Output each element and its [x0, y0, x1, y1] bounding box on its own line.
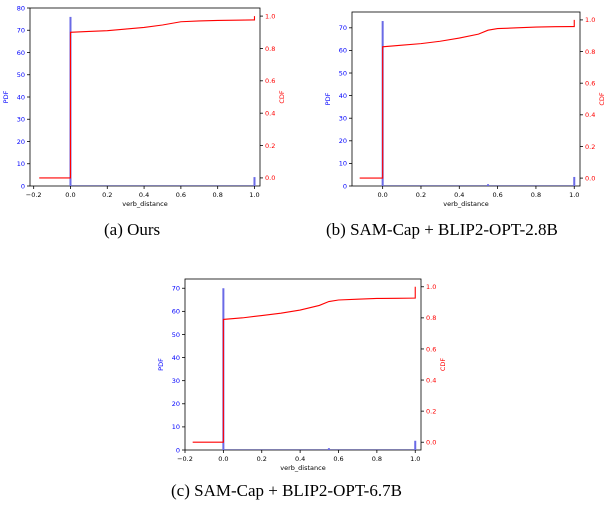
- x-tick-label: 0.2: [416, 191, 426, 199]
- y-right-tick-label: 0.8: [585, 48, 595, 56]
- y-left-tick-label: 10: [339, 160, 347, 168]
- chart-panel-a: −0.2 0.0 0.2 0.4 0.6 0.8 1.0 verb_distance 0 10 20…: [0, 0, 300, 220]
- x-tick-label: 0.8: [531, 191, 541, 199]
- x-tick-label: 0.6: [176, 191, 186, 199]
- x-axis-label: verb_distance: [443, 200, 488, 208]
- plot-frame: [351, 11, 581, 187]
- chart-a: −0.2 0.0 0.2 0.4 0.6 0.8 1.0 verb_distance 0 10 20…: [2, 4, 286, 208]
- y-right-axis-label: CDF: [439, 358, 447, 372]
- y-left-tick-label: 0: [21, 182, 25, 190]
- y-left-tick-label: 50: [172, 331, 180, 339]
- y-left-axis-label: PDF: [2, 90, 10, 103]
- y-left-tick-label: 30: [172, 377, 180, 385]
- cdf-line: [359, 19, 575, 179]
- y-left-tick-label: 70: [172, 285, 180, 293]
- x-tick-label: 0.0: [377, 191, 387, 199]
- y-left-tick-label: 30: [17, 116, 25, 124]
- y-right-tick-label: 0.4: [585, 111, 595, 119]
- y-left-tick-label: 10: [172, 423, 180, 431]
- y-right-tick-label: 0.2: [265, 142, 275, 150]
- x-tick-label: −0.2: [26, 191, 42, 199]
- y-left-tick-label: 20: [17, 138, 25, 146]
- y-left-tick-label: 80: [17, 4, 25, 12]
- caption-a: (a) Ours: [104, 220, 161, 239]
- cdf-line: [192, 286, 416, 443]
- x-tick-label: 1.0: [569, 191, 579, 199]
- chart-panel-c: −0.2 0.0 0.2 0.4 0.6 0.8 1.0 verb_distance 0 10 20…: [155, 270, 465, 475]
- y-right-tick-label: 0.8: [426, 314, 436, 322]
- y-left-axis-label: PDF: [157, 358, 165, 371]
- y-left-tick-label: 60: [172, 308, 180, 316]
- x-tick-label: 0.2: [102, 191, 112, 199]
- y-left-tick-label: 20: [339, 137, 347, 145]
- y-left-tick-label: 70: [339, 24, 347, 32]
- chart-panel-b: 0.0 0.2 0.4 0.6 0.8 1.0 verb_distance 0 10 20 30 40…: [318, 0, 615, 220]
- y-left-axis-label: PDF: [324, 92, 332, 105]
- chart-c: −0.2 0.0 0.2 0.4 0.6 0.8 1.0 verb_distance 0 10 20…: [157, 278, 447, 472]
- pdf-bar: [414, 440, 417, 450]
- x-axis-label: verb_distance: [280, 464, 325, 472]
- pdf-bar: [253, 177, 256, 186]
- plot-frame: [29, 7, 261, 187]
- plot-frame: [184, 278, 422, 451]
- x-tick-label: 0.8: [372, 455, 382, 463]
- x-tick-label: −0.2: [177, 455, 193, 463]
- pdf-bar: [487, 184, 490, 186]
- y-left-tick-label: 0: [343, 182, 347, 190]
- y-right-tick-label: 0.0: [426, 439, 436, 447]
- y-right-axis-label: CDF: [598, 92, 606, 106]
- y-right-tick-label: 0.4: [426, 376, 436, 384]
- cdf-line: [39, 16, 256, 179]
- y-left-tick-label: 30: [339, 115, 347, 123]
- y-right-tick-label: 1.0: [265, 12, 275, 20]
- y-right-axis-label: CDF: [278, 90, 286, 104]
- x-tick-label: 0.6: [492, 191, 502, 199]
- y-right-tick-label: 1.0: [426, 283, 436, 291]
- pdf-bar: [327, 448, 330, 450]
- y-left-tick-label: 50: [17, 71, 25, 79]
- y-right-tick-label: 1.0: [585, 16, 595, 24]
- y-left-tick-label: 60: [17, 49, 25, 57]
- y-right-tick-label: 0.6: [265, 77, 275, 85]
- y-left-tick-label: 70: [17, 27, 25, 35]
- y-right-tick-label: 0.0: [265, 174, 275, 182]
- caption-b: (b) SAM-Cap + BLIP2-OPT-2.8B: [326, 220, 558, 239]
- y-left-tick-label: 50: [339, 69, 347, 77]
- y-left-tick-label: 60: [339, 47, 347, 55]
- x-tick-label: 1.0: [410, 455, 420, 463]
- x-tick-label: 0.2: [257, 455, 267, 463]
- x-tick-label: 0.0: [218, 455, 228, 463]
- y-left-tick-label: 0: [176, 446, 180, 454]
- y-right-tick-label: 0.2: [585, 143, 595, 151]
- x-tick-label: 0.6: [333, 455, 343, 463]
- x-tick-label: 0.8: [213, 191, 223, 199]
- y-left-tick-label: 40: [172, 354, 180, 362]
- pdf-bar: [573, 176, 576, 186]
- x-tick-label: 0.4: [295, 455, 305, 463]
- y-right-tick-label: 0.0: [585, 174, 595, 182]
- y-left-tick-label: 20: [172, 400, 180, 408]
- x-axis-label: verb_distance: [122, 200, 167, 208]
- chart-b: 0.0 0.2 0.4 0.6 0.8 1.0 verb_distance 0 10 20 30 40…: [324, 11, 606, 208]
- caption-c: (c) SAM-Cap + BLIP2-OPT-6.7B: [171, 481, 402, 500]
- y-left-tick-label: 40: [339, 92, 347, 100]
- x-tick-label: 0.0: [65, 191, 75, 199]
- y-right-tick-label: 0.8: [265, 45, 275, 53]
- y-right-tick-label: 0.6: [426, 345, 436, 353]
- y-left-tick-label: 10: [17, 160, 25, 168]
- x-tick-label: 0.4: [454, 191, 464, 199]
- x-tick-label: 0.4: [139, 191, 149, 199]
- x-tick-label: 1.0: [249, 191, 259, 199]
- y-right-tick-label: 0.6: [585, 79, 595, 87]
- y-right-tick-label: 0.2: [426, 407, 436, 415]
- y-left-tick-label: 40: [17, 93, 25, 101]
- y-right-tick-label: 0.4: [265, 109, 275, 117]
